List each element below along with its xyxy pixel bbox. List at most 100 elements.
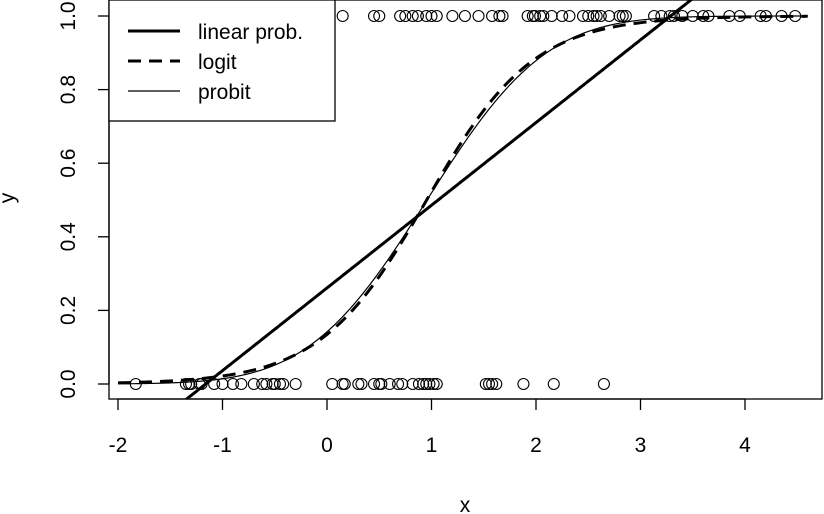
data-point bbox=[556, 9, 569, 23]
data-point bbox=[260, 377, 273, 391]
x-tick-label: 0 bbox=[321, 434, 333, 457]
legend-box bbox=[108, 0, 336, 122]
data-point bbox=[208, 377, 221, 391]
x-tick-label: -1 bbox=[213, 434, 232, 457]
x-axis: -2 -1 0 1 2 3 4 bbox=[109, 398, 751, 457]
data-point bbox=[338, 377, 351, 391]
fitted-curves bbox=[117, 0, 808, 399]
data-point bbox=[430, 377, 443, 391]
data-point bbox=[493, 9, 506, 23]
data-point bbox=[226, 377, 239, 391]
data-point bbox=[326, 377, 339, 391]
data-point bbox=[517, 377, 530, 391]
data-point bbox=[406, 9, 419, 23]
data-point bbox=[613, 9, 626, 23]
legend-label-probit: probit bbox=[198, 81, 251, 104]
legend: linear prob. logit probit bbox=[108, 0, 336, 122]
data-point bbox=[129, 377, 142, 391]
data-point bbox=[373, 9, 386, 23]
x-tick-label: 4 bbox=[739, 434, 751, 457]
probit-curve bbox=[117, 15, 808, 385]
data-point bbox=[423, 377, 436, 391]
x-tick-label: 2 bbox=[530, 434, 542, 457]
data-point bbox=[352, 377, 365, 391]
data-point bbox=[367, 9, 381, 23]
data-point bbox=[289, 377, 302, 391]
data-points bbox=[129, 9, 802, 391]
data-point bbox=[417, 377, 430, 391]
data-point bbox=[702, 9, 715, 23]
data-point bbox=[576, 9, 590, 23]
legend-label-logit: logit bbox=[198, 51, 237, 74]
y-tick-label: 1.0 bbox=[57, 1, 80, 30]
data-point bbox=[383, 377, 396, 391]
data-point bbox=[528, 9, 542, 23]
data-point bbox=[619, 9, 632, 23]
data-point bbox=[268, 377, 281, 391]
y-tick-label: 0.8 bbox=[57, 75, 80, 104]
data-point bbox=[563, 9, 576, 23]
data-point bbox=[547, 377, 560, 391]
data-point bbox=[590, 9, 603, 23]
data-point bbox=[789, 9, 802, 23]
data-point bbox=[425, 9, 438, 23]
x-tick-label: 3 bbox=[635, 434, 647, 457]
y-tick-label: 0.6 bbox=[57, 149, 80, 178]
data-point bbox=[537, 9, 550, 23]
data-point bbox=[367, 377, 381, 391]
data-point bbox=[375, 377, 388, 391]
data-point bbox=[686, 9, 699, 23]
data-point bbox=[648, 9, 661, 23]
data-point bbox=[496, 9, 509, 23]
data-point bbox=[406, 377, 419, 391]
y-tick-label: 0.4 bbox=[57, 222, 80, 252]
data-point bbox=[336, 9, 349, 23]
data-point bbox=[277, 377, 290, 391]
y-axis-title: y bbox=[0, 192, 19, 203]
data-point bbox=[355, 377, 368, 391]
data-point bbox=[667, 9, 680, 23]
data-point bbox=[458, 9, 471, 23]
data-point bbox=[775, 9, 788, 23]
data-point bbox=[545, 9, 558, 23]
data-point bbox=[247, 377, 260, 391]
x-tick-label: -2 bbox=[109, 434, 128, 457]
y-tick-label: 0.0 bbox=[57, 369, 80, 398]
y-tick-label: 0.2 bbox=[57, 296, 80, 325]
data-point bbox=[597, 377, 610, 391]
data-point bbox=[179, 377, 192, 391]
data-point bbox=[482, 377, 496, 391]
y-axis: 0.0 0.2 0.4 0.6 0.8 1.0 bbox=[57, 1, 110, 399]
data-point bbox=[392, 377, 405, 391]
data-point bbox=[521, 9, 534, 23]
data-point bbox=[411, 9, 424, 23]
data-point bbox=[430, 9, 443, 23]
data-point bbox=[235, 377, 248, 391]
x-axis-title: x bbox=[460, 494, 471, 514]
data-point bbox=[446, 9, 459, 23]
data-point bbox=[759, 9, 772, 23]
linear-prob-line bbox=[184, 0, 694, 399]
data-point bbox=[216, 377, 229, 391]
data-point bbox=[655, 9, 668, 23]
data-point bbox=[427, 377, 440, 391]
logit-curve bbox=[117, 14, 808, 385]
data-point bbox=[603, 9, 616, 23]
data-point bbox=[616, 9, 629, 23]
data-point bbox=[697, 9, 710, 23]
data-point bbox=[399, 9, 412, 23]
legend-label-linear-prob: linear prob. bbox=[198, 21, 303, 44]
data-point bbox=[582, 9, 595, 23]
data-point bbox=[587, 9, 600, 23]
data-point bbox=[273, 377, 287, 391]
data-point bbox=[754, 9, 767, 23]
data-point bbox=[663, 9, 676, 23]
x-tick-label: 1 bbox=[426, 434, 438, 457]
data-point bbox=[594, 9, 607, 23]
data-point bbox=[486, 377, 499, 391]
data-point bbox=[733, 9, 746, 23]
data-point bbox=[394, 9, 407, 23]
data-point bbox=[195, 377, 208, 391]
data-point bbox=[472, 9, 485, 23]
